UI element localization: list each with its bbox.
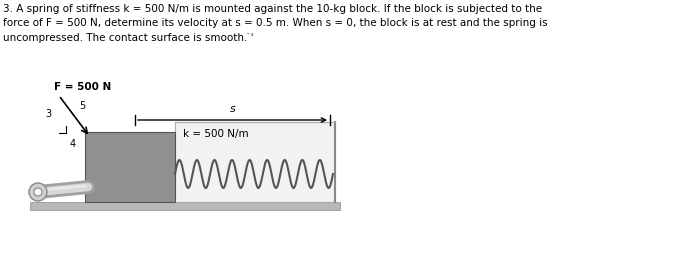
Text: force of F = 500 N, determine its velocity at s = 0.5 m. When s = 0, the block i: force of F = 500 N, determine its veloci… <box>3 19 548 29</box>
Bar <box>175 122 335 202</box>
Text: 5: 5 <box>79 101 86 111</box>
Text: k = 500 N/m: k = 500 N/m <box>183 129 249 139</box>
Text: uncompressed. The contact surface is smooth. ̇ˈ: uncompressed. The contact surface is smo… <box>3 33 254 43</box>
Text: 3: 3 <box>45 109 52 119</box>
Bar <box>85 132 175 202</box>
Bar <box>30 202 340 210</box>
Text: 3. A spring of stiffness k = 500 N/m is mounted against the 10-kg block. If the : 3. A spring of stiffness k = 500 N/m is … <box>3 4 542 14</box>
Circle shape <box>34 188 42 196</box>
Text: s: s <box>230 104 236 114</box>
Circle shape <box>29 183 47 201</box>
Text: F = 500 N: F = 500 N <box>54 83 111 92</box>
Text: 4: 4 <box>69 139 75 149</box>
